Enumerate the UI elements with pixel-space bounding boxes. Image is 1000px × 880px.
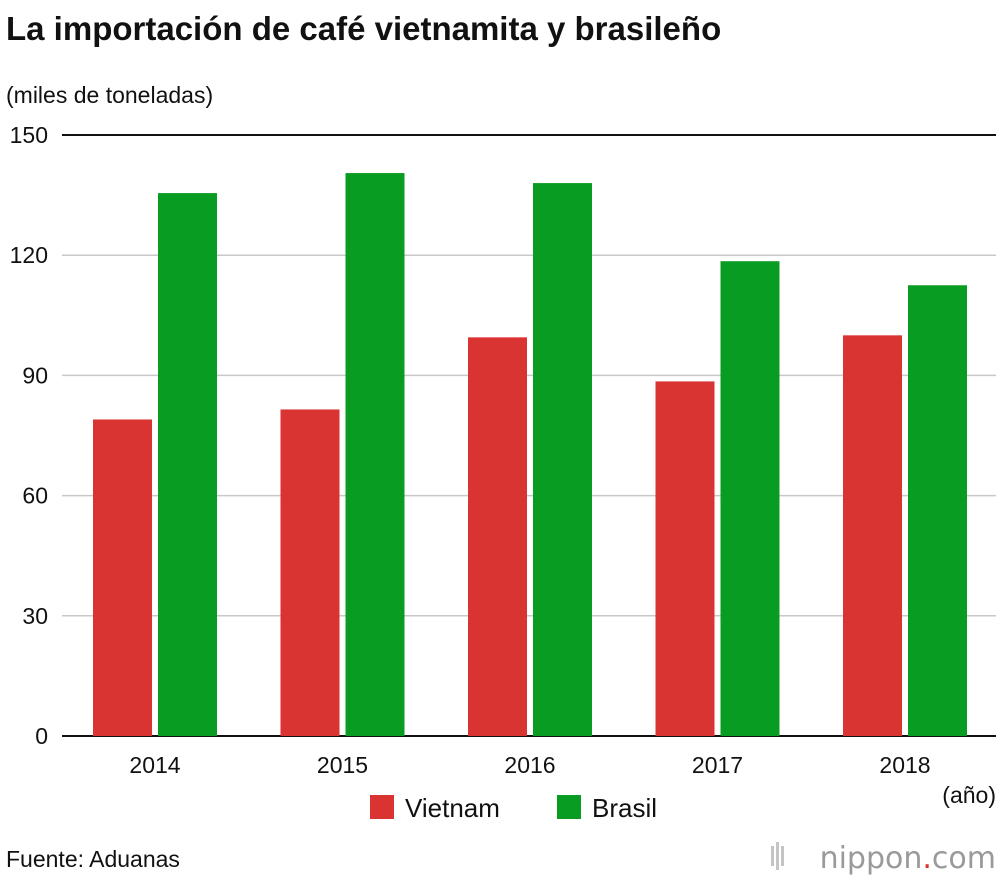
x-tick-label: 2015 xyxy=(317,752,368,778)
y-tick-label: 90 xyxy=(22,362,48,388)
x-axis-unit-label: (año) xyxy=(942,782,996,808)
bar-vietnam-2016 xyxy=(468,337,527,736)
legend-swatch-brasil xyxy=(557,795,581,819)
bar-vietnam-2017 xyxy=(655,381,715,736)
y-tick-label: 150 xyxy=(10,122,48,148)
y-axis-unit-label: (miles de toneladas) xyxy=(6,82,213,108)
y-tick-label: 0 xyxy=(35,723,48,749)
gridlines xyxy=(62,134,996,737)
y-tick-label: 60 xyxy=(22,483,48,509)
bar-vietnam-2018 xyxy=(843,335,902,736)
source-note: Fuente: Aduanas xyxy=(6,846,180,872)
x-tick-label: 2017 xyxy=(692,752,743,778)
x-tick-label: 2016 xyxy=(504,752,555,778)
legend-label-vietnam: Vietnam xyxy=(405,793,500,823)
y-tick-label: 120 xyxy=(10,242,48,268)
brand-logo: nippon.com xyxy=(771,841,996,876)
chart-title: La importación de café vietnamita y bras… xyxy=(6,10,721,47)
x-axis-ticks: 2014 2015 2016 2017 2018 xyxy=(129,752,930,778)
legend-label-brasil: Brasil xyxy=(592,793,657,823)
x-tick-label: 2018 xyxy=(879,752,930,778)
brand-wordmark: nippon.com xyxy=(820,841,996,876)
bar-brasil-2014 xyxy=(158,193,217,736)
bar-vietnam-2015 xyxy=(280,409,340,736)
y-axis-ticks: 0 30 60 90 120 150 xyxy=(10,122,48,749)
legend-swatch-vietnam xyxy=(370,795,394,819)
x-tick-label: 2014 xyxy=(129,752,180,778)
bar-vietnam-2014 xyxy=(93,419,152,736)
bars xyxy=(93,173,967,736)
bar-brasil-2018 xyxy=(908,285,967,736)
legend: Vietnam Brasil xyxy=(370,793,657,823)
y-tick-label: 30 xyxy=(22,603,48,629)
bar-brasil-2017 xyxy=(720,261,780,736)
bar-brasil-2016 xyxy=(533,183,592,736)
brand-bars-icon xyxy=(771,842,784,870)
bar-brasil-2015 xyxy=(345,173,405,736)
